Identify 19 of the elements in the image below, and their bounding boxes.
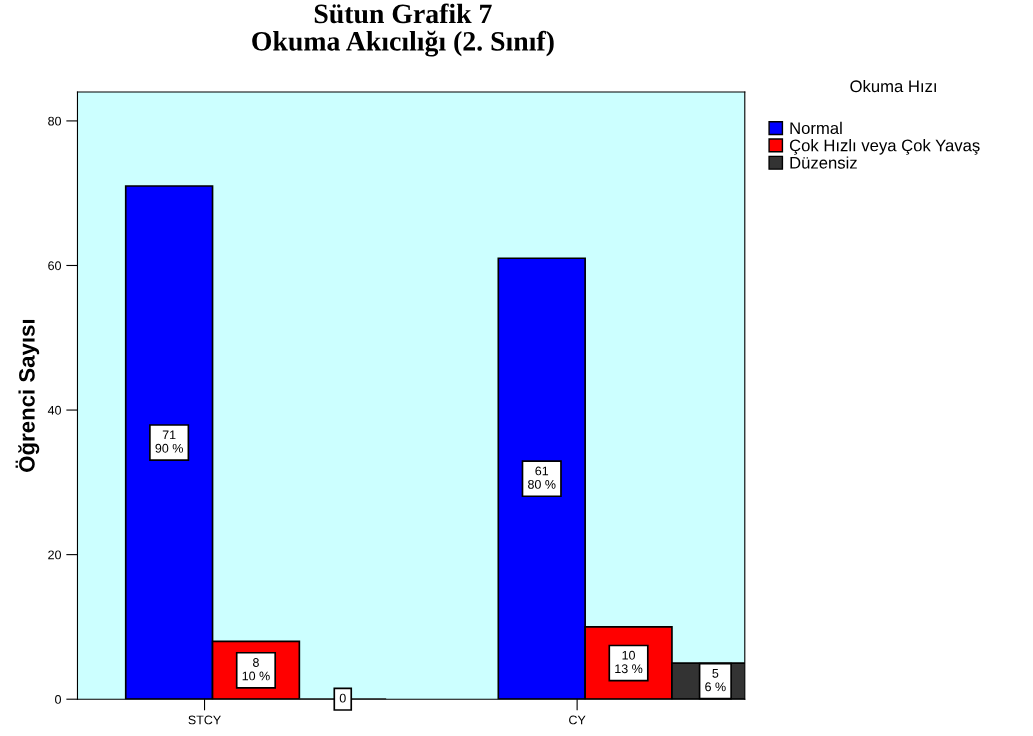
legend-title: Okuma Hızı — [850, 79, 936, 93]
y-tick-label: 60 — [48, 261, 62, 271]
y-axis-title: Öğrenci Sayısı — [15, 319, 40, 472]
data-label: 0 — [339, 693, 346, 703]
y-tick-label: 80 — [48, 116, 62, 126]
legend-label: Çok Hızlı veya Çok Yavaş — [789, 139, 980, 155]
data-label: 8 10 % — [242, 658, 270, 681]
data-label: 61 80 % — [528, 466, 556, 489]
data-label: 10 13 % — [615, 650, 643, 674]
x-tick-label: STCY — [188, 715, 221, 725]
y-tick-label: 40 — [47, 405, 62, 415]
data-label: 71 90 % — [155, 430, 183, 453]
chart-title: Sütun Grafik 7 Okuma Akıcılığı (2. Sınıf) — [252, 3, 554, 57]
y-tick-label: 0 — [55, 695, 62, 704]
legend-label: Düzensiz — [790, 156, 857, 169]
y-tick-label: 20 — [48, 550, 62, 560]
x-tick-label: CY — [569, 715, 586, 725]
data-label: 5 6 % — [705, 669, 726, 692]
legend-label: Normal — [790, 121, 842, 135]
